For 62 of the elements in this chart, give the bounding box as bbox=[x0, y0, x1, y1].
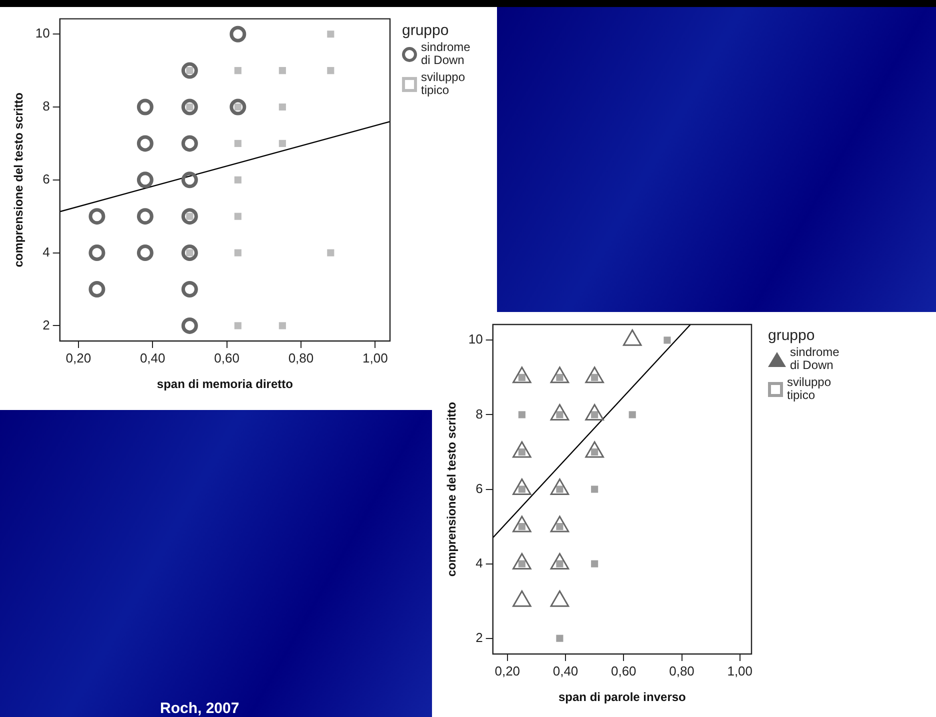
point bbox=[234, 67, 242, 74]
point bbox=[234, 212, 242, 220]
point bbox=[181, 280, 198, 298]
point bbox=[181, 135, 198, 152]
point bbox=[181, 317, 198, 334]
legend-title: gruppo bbox=[768, 327, 816, 344]
point bbox=[230, 98, 246, 116]
y-tick-label: 10 bbox=[35, 26, 50, 41]
point bbox=[88, 244, 106, 262]
point bbox=[327, 249, 334, 256]
legend-label: sindrome di Down bbox=[421, 40, 472, 67]
point bbox=[181, 172, 198, 188]
point bbox=[327, 67, 334, 74]
x-tick-label: 1,00 bbox=[727, 663, 753, 678]
x-axis-title: span di parole inverso bbox=[558, 690, 686, 704]
x-tick-label: 0,60 bbox=[214, 350, 240, 366]
point bbox=[181, 98, 198, 116]
point bbox=[278, 322, 286, 330]
point bbox=[278, 67, 286, 74]
y-tick-label: 10 bbox=[468, 332, 483, 347]
y-tick-label: 8 bbox=[476, 406, 483, 422]
x-tick-label: 0,40 bbox=[140, 350, 166, 366]
x-tick-label: 0,20 bbox=[494, 663, 520, 678]
backdrop-panel: Roch, 2007 bbox=[0, 410, 432, 717]
x-tick-label: 0,80 bbox=[288, 350, 314, 366]
point bbox=[234, 322, 242, 330]
x-axis-title: span di memoria diretto bbox=[156, 377, 293, 392]
y-tick-label: 6 bbox=[42, 171, 50, 186]
y-axis-title: comprensione del testo scritto bbox=[444, 402, 459, 577]
point bbox=[88, 208, 106, 225]
y-tick-label: 8 bbox=[42, 98, 50, 114]
y-tick-label: 6 bbox=[476, 480, 483, 496]
y-tick-label: 4 bbox=[42, 244, 50, 260]
x-tick-label: 1,00 bbox=[362, 350, 388, 366]
point bbox=[136, 98, 154, 116]
point bbox=[230, 26, 246, 42]
point bbox=[136, 208, 154, 225]
y-tick-label: 2 bbox=[476, 630, 483, 645]
x-tick-label: 0,80 bbox=[669, 663, 694, 678]
y-tick-label: 4 bbox=[476, 555, 483, 570]
point bbox=[181, 62, 198, 79]
legend-label: sviluppo tipico bbox=[421, 70, 466, 97]
x-tick-label: 0,60 bbox=[610, 663, 636, 678]
x-tick-label: 0,40 bbox=[552, 663, 578, 678]
point bbox=[181, 208, 198, 225]
point bbox=[234, 140, 242, 147]
y-axis-title: comprensione del testo scritto bbox=[12, 92, 26, 268]
point bbox=[136, 244, 154, 262]
point bbox=[136, 172, 154, 188]
point bbox=[278, 103, 286, 111]
legend-label: sviluppo tipico bbox=[787, 375, 832, 402]
legend-title: gruppo bbox=[402, 22, 450, 39]
y-tick-label: 2 bbox=[42, 317, 50, 332]
point bbox=[234, 176, 242, 184]
legend-label: sindrome di Down bbox=[790, 345, 840, 372]
point bbox=[136, 135, 154, 152]
point bbox=[88, 280, 106, 298]
point bbox=[327, 30, 334, 38]
x-tick-label: 0,20 bbox=[66, 350, 92, 366]
point bbox=[181, 244, 198, 262]
point bbox=[234, 249, 242, 256]
point bbox=[278, 140, 286, 147]
